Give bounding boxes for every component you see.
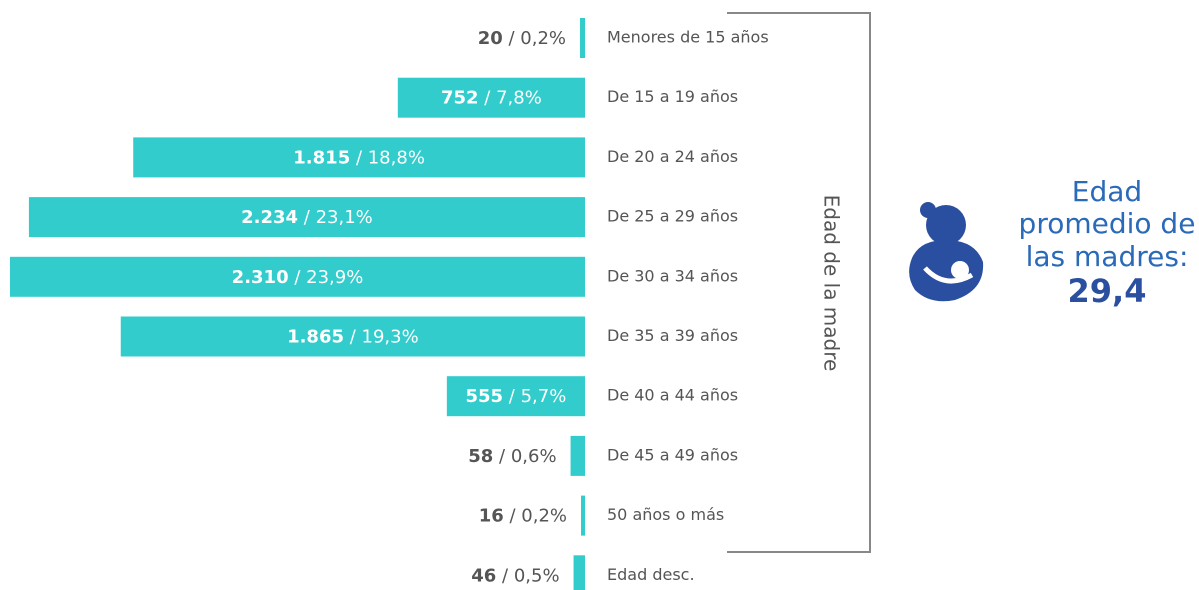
value-percent: 5,7% (521, 386, 567, 407)
value-percent: 0,5% (514, 565, 560, 586)
bar (446, 376, 585, 417)
summary-value: 29,4 (1068, 272, 1147, 310)
bar (28, 197, 586, 238)
category-label: De 20 a 24 años (607, 147, 738, 166)
separator: / (503, 386, 521, 407)
bar (133, 137, 585, 178)
summary-line: las madres: (1026, 240, 1189, 273)
value-percent: 19,3% (362, 327, 419, 348)
value-count: 46 (471, 565, 496, 586)
summary-line: promedio de (1019, 207, 1196, 240)
value-percent: 0,6% (511, 446, 557, 467)
category-label: Menores de 15 años (607, 28, 769, 47)
value-count: 2.234 (241, 207, 298, 228)
value-label: 2.310 / 23,9% (232, 267, 364, 288)
bar (570, 435, 585, 476)
bar (573, 555, 585, 590)
separator: / (289, 267, 307, 288)
category-label: De 35 a 39 años (607, 326, 738, 345)
category-label: De 45 a 49 años (607, 445, 738, 464)
category-label: De 25 a 29 años (607, 207, 738, 226)
value-percent: 18,8% (368, 147, 425, 168)
bar (397, 77, 585, 118)
value-percent: 23,1% (316, 207, 373, 228)
value-label: 555 / 5,7% (466, 386, 567, 407)
value-percent: 7,8% (496, 88, 542, 109)
separator: / (504, 506, 522, 527)
separator: / (344, 327, 362, 348)
value-label: 58 / 0,6% (468, 446, 556, 467)
value-count: 16 (479, 506, 504, 527)
value-percent: 0,2% (521, 506, 567, 527)
category-label: De 40 a 44 años (607, 386, 738, 405)
separator: / (298, 207, 316, 228)
value-count: 58 (468, 446, 493, 467)
category-label: Edad desc. (607, 565, 695, 584)
value-label: 20 / 0,2% (478, 28, 566, 49)
value-count: 752 (441, 88, 479, 109)
value-label: 16 / 0,2% (479, 506, 567, 527)
value-count: 20 (478, 28, 503, 49)
bar (580, 18, 585, 58)
separator: / (496, 565, 514, 586)
summary-line: Edad (1072, 175, 1142, 208)
category-label: De 30 a 34 años (607, 266, 738, 285)
bar (581, 495, 585, 536)
category-label: De 15 a 19 años (607, 87, 738, 106)
value-count: 2.310 (232, 267, 289, 288)
value-count: 1.865 (287, 327, 344, 348)
axis-label: Edad de la madre (820, 195, 844, 372)
category-label: 50 años o más (607, 505, 724, 524)
value-label: 752 / 7,8% (441, 88, 542, 109)
bar (10, 256, 585, 297)
value-label: 46 / 0,5% (471, 565, 559, 586)
value-count: 555 (466, 386, 504, 407)
separator: / (479, 88, 497, 109)
mother-icon (909, 202, 984, 302)
bracket (727, 12, 871, 553)
value-label: 1.815 / 18,8% (293, 147, 425, 168)
value-percent: 0,2% (520, 28, 566, 49)
value-count: 1.815 (293, 147, 350, 168)
bar (120, 316, 585, 357)
value-label: 1.865 / 19,3% (287, 327, 419, 348)
separator: / (503, 28, 521, 49)
separator: / (350, 147, 368, 168)
separator: / (493, 446, 511, 467)
value-percent: 23,9% (306, 267, 363, 288)
value-label: 2.234 / 23,1% (241, 207, 373, 228)
